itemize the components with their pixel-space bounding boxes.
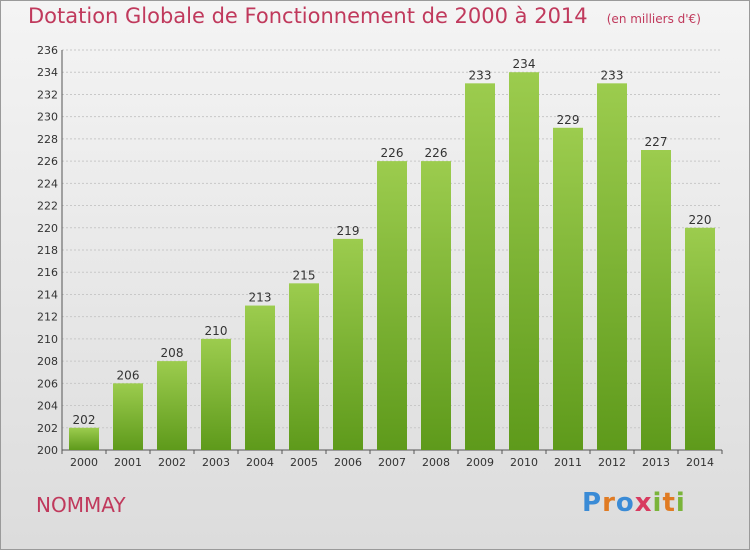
y-tick-label: 216	[37, 266, 58, 279]
x-tick-label: 2006	[334, 456, 362, 469]
bar-2014	[685, 227, 715, 450]
data-label-2006: 219	[337, 224, 360, 238]
data-label-2002: 208	[161, 346, 184, 360]
y-tick-label: 230	[37, 111, 58, 124]
data-label-2013: 227	[645, 135, 668, 149]
data-label-2000: 202	[73, 413, 96, 427]
x-tick-label: 2004	[246, 456, 274, 469]
y-tick-label: 220	[37, 222, 58, 235]
data-label-2012: 233	[601, 68, 624, 82]
x-tick-label: 2007	[378, 456, 406, 469]
data-labels: 202 206 208 210 213 215 219 226 226 233 234 229 233 2…	[73, 57, 712, 427]
y-tick-label: 222	[37, 200, 58, 213]
bar-2011	[553, 127, 583, 451]
bars	[69, 72, 715, 451]
y-tick-label: 204	[37, 400, 58, 413]
x-tick-label: 2002	[158, 456, 186, 469]
y-tick-label: 200	[37, 444, 58, 457]
axes: 200 202 204 206 208 210 212 214 216 218 220 222 224 2…	[37, 44, 723, 469]
x-tick-label: 2012	[598, 456, 626, 469]
bar-2006	[333, 238, 363, 450]
data-label-2005: 215	[293, 268, 316, 282]
y-tick-label: 234	[37, 66, 58, 79]
y-tick-label: 226	[37, 155, 58, 168]
x-tick-label: 2000	[70, 456, 98, 469]
bar-2012	[597, 83, 627, 450]
x-tick-label: 2008	[422, 456, 450, 469]
data-label-2001: 206	[117, 368, 140, 382]
bar-2004	[245, 305, 275, 450]
x-tick-label: 2010	[510, 456, 538, 469]
y-tick-label: 228	[37, 133, 58, 146]
chart-title: Dotation Globale de Fonctionnement de 20…	[28, 4, 588, 28]
y-tick-label: 224	[37, 177, 58, 190]
chart-subtitle: (en milliers d'€)	[606, 12, 701, 26]
x-tick-label: 2011	[554, 456, 582, 469]
commune-name: NOMMAY	[36, 493, 126, 517]
proxiti-logo: Proxiti	[582, 488, 686, 518]
chart-header: Dotation Globale de Fonctionnement de 20…	[28, 4, 701, 28]
data-label-2004: 213	[249, 291, 272, 305]
x-tick-label: 2009	[466, 456, 494, 469]
bar-2001	[113, 383, 143, 450]
bar-2013	[641, 150, 671, 450]
bar-2007	[377, 161, 407, 450]
y-tick-label: 218	[37, 244, 58, 257]
bar-2009	[465, 83, 495, 450]
y-tick-label: 214	[37, 288, 58, 301]
bar-2002	[157, 361, 187, 450]
x-tick-label: 2001	[114, 456, 142, 469]
y-tick-label: 236	[37, 44, 58, 57]
y-tick-label: 212	[37, 311, 58, 324]
data-label-2011: 229	[557, 113, 580, 127]
bar-2000	[69, 427, 99, 450]
y-tick-label: 210	[37, 333, 58, 346]
data-label-2010: 234	[513, 57, 536, 71]
x-tick-label: 2013	[642, 456, 670, 469]
bar-2010	[509, 72, 539, 450]
bar-2008	[421, 161, 451, 450]
y-tick-label: 232	[37, 88, 58, 101]
y-tick-label: 202	[37, 422, 58, 435]
data-label-2003: 210	[205, 324, 228, 338]
x-tick-label: 2014	[686, 456, 714, 469]
y-tick-label: 206	[37, 377, 58, 390]
data-label-2008: 226	[425, 146, 448, 160]
bar-2005	[289, 283, 319, 450]
bar-2003	[201, 338, 231, 450]
x-tick-label: 2003	[202, 456, 230, 469]
data-label-2014: 220	[689, 213, 712, 227]
data-label-2009: 233	[469, 68, 492, 82]
y-tick-label: 208	[37, 355, 58, 368]
data-label-2007: 226	[381, 146, 404, 160]
x-tick-label: 2005	[290, 456, 318, 469]
